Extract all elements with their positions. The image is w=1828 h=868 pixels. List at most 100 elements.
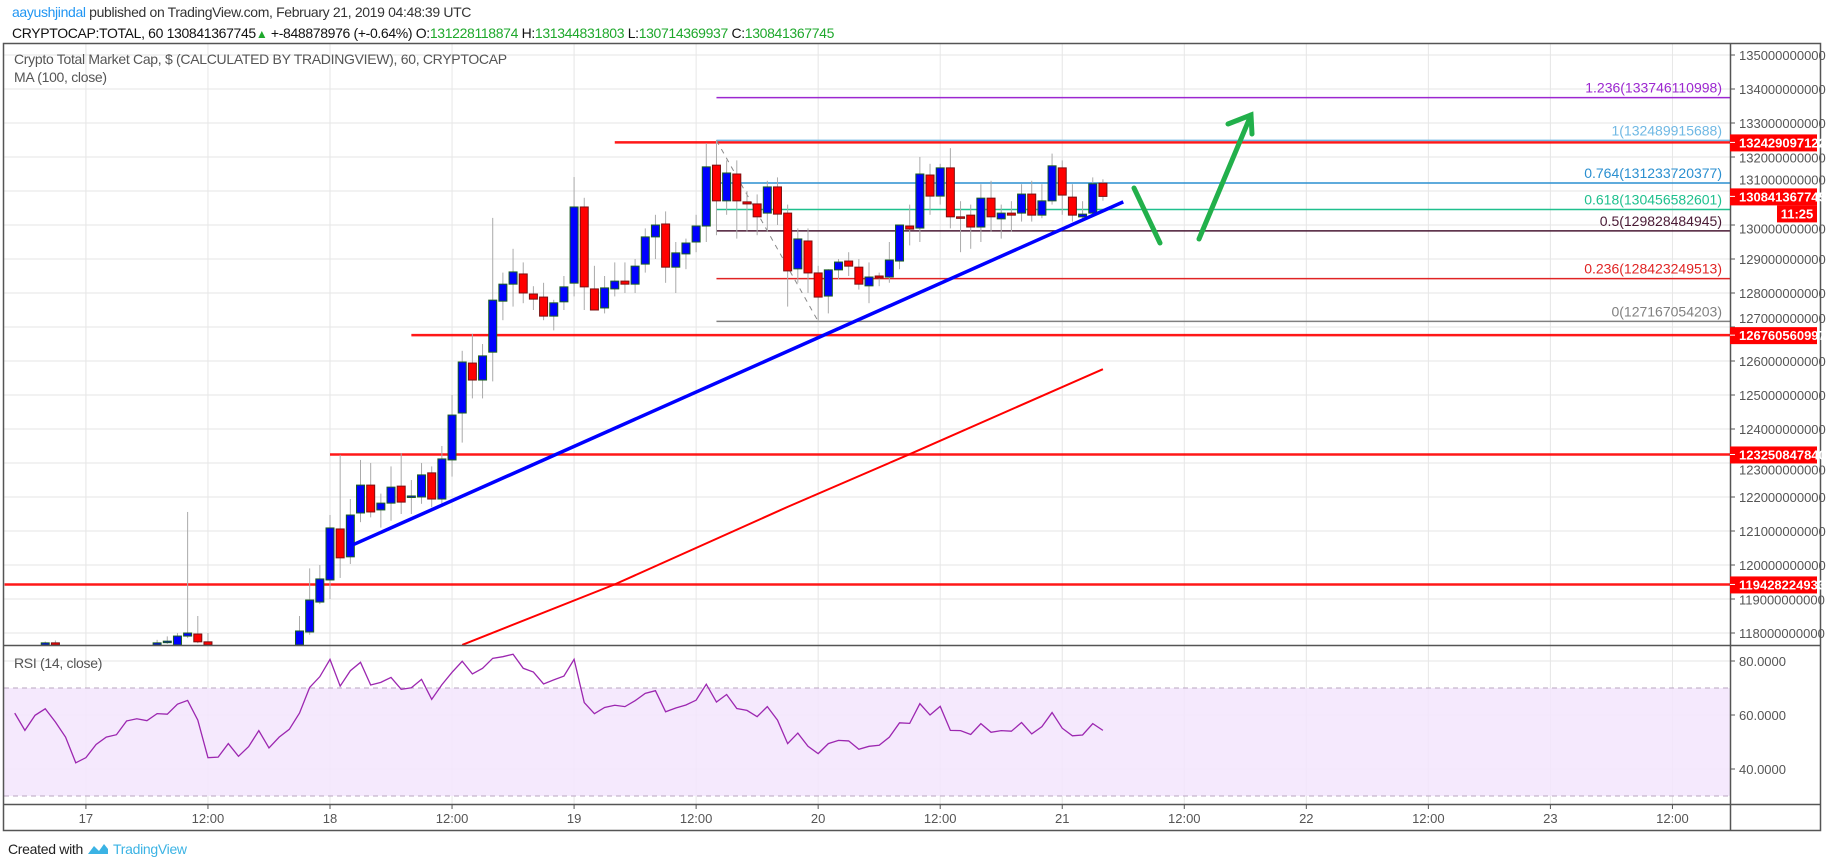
candle[interactable] bbox=[183, 511, 193, 639]
candle[interactable] bbox=[162, 636, 172, 644]
candle[interactable] bbox=[752, 194, 762, 236]
candle-body-up bbox=[681, 242, 691, 255]
candle[interactable] bbox=[569, 177, 579, 297]
created-with-text: Created with bbox=[8, 841, 83, 857]
candle[interactable] bbox=[813, 265, 823, 322]
candle[interactable] bbox=[488, 217, 498, 382]
level-price-badge-bg bbox=[1730, 327, 1817, 345]
blue-trendline[interactable] bbox=[349, 200, 1124, 548]
candle[interactable] bbox=[823, 269, 833, 314]
time-tick-label: 12:00 bbox=[1412, 811, 1445, 826]
candle[interactable] bbox=[1067, 184, 1077, 222]
candle[interactable] bbox=[874, 272, 884, 287]
candle[interactable] bbox=[711, 140, 721, 236]
price-tick-label: 119000000000 bbox=[1739, 592, 1825, 607]
candle[interactable] bbox=[559, 276, 569, 310]
candle[interactable] bbox=[650, 214, 660, 259]
time-tick-label: 19 bbox=[567, 811, 581, 826]
candle[interactable] bbox=[854, 259, 864, 290]
candle[interactable] bbox=[844, 252, 854, 276]
candle[interactable] bbox=[834, 259, 843, 280]
candle[interactable] bbox=[386, 466, 396, 521]
candle[interactable] bbox=[396, 453, 406, 514]
candle[interactable] bbox=[539, 282, 549, 321]
candle-body-down bbox=[783, 212, 793, 272]
candle[interactable] bbox=[1037, 184, 1047, 219]
candle[interactable] bbox=[772, 177, 782, 225]
candle[interactable] bbox=[905, 204, 915, 246]
candle[interactable] bbox=[681, 238, 691, 270]
candle[interactable] bbox=[406, 480, 416, 514]
author-link[interactable]: aayushjindal bbox=[12, 4, 86, 20]
candle[interactable] bbox=[762, 180, 772, 232]
candle[interactable] bbox=[172, 633, 182, 647]
candle[interactable] bbox=[437, 446, 447, 504]
candle[interactable] bbox=[294, 616, 304, 647]
candle[interactable] bbox=[467, 333, 477, 399]
candle[interactable] bbox=[579, 197, 589, 310]
candle[interactable] bbox=[427, 466, 437, 508]
candle[interactable] bbox=[996, 204, 1006, 239]
candle[interactable] bbox=[925, 163, 935, 215]
up-arrow-shaft bbox=[1196, 112, 1254, 242]
candle[interactable] bbox=[620, 262, 630, 293]
tradingview-link[interactable]: TradingView bbox=[113, 841, 187, 857]
candle[interactable] bbox=[630, 259, 640, 293]
candle[interactable] bbox=[1027, 180, 1037, 222]
candle[interactable] bbox=[966, 204, 976, 249]
candle[interactable] bbox=[417, 463, 427, 504]
candle[interactable] bbox=[864, 262, 874, 304]
candle[interactable] bbox=[935, 163, 945, 205]
candle[interactable] bbox=[895, 224, 905, 270]
candle[interactable] bbox=[447, 395, 457, 477]
candle[interactable] bbox=[518, 262, 528, 304]
candle[interactable] bbox=[671, 242, 681, 293]
candle[interactable] bbox=[986, 180, 996, 232]
candle[interactable] bbox=[315, 565, 325, 605]
candle-body-up bbox=[447, 414, 457, 461]
candle[interactable] bbox=[508, 248, 518, 307]
candle[interactable] bbox=[783, 204, 793, 307]
candle[interactable] bbox=[722, 160, 732, 215]
candle-body-up bbox=[1047, 165, 1057, 202]
candle[interactable] bbox=[478, 344, 488, 399]
candle[interactable] bbox=[345, 499, 355, 564]
candle[interactable] bbox=[610, 262, 620, 297]
candle[interactable] bbox=[701, 143, 711, 242]
candle[interactable] bbox=[956, 201, 966, 253]
candle[interactable] bbox=[498, 272, 508, 321]
candle[interactable] bbox=[742, 191, 752, 232]
candle[interactable] bbox=[203, 633, 213, 647]
candle[interactable] bbox=[661, 211, 671, 283]
candle[interactable] bbox=[193, 616, 203, 644]
candle[interactable] bbox=[325, 515, 335, 599]
candle[interactable] bbox=[528, 286, 538, 310]
candle[interactable] bbox=[457, 350, 467, 443]
candle[interactable] bbox=[1088, 177, 1098, 215]
candle[interactable] bbox=[1017, 184, 1027, 222]
candle[interactable] bbox=[691, 214, 701, 253]
candle[interactable] bbox=[803, 228, 813, 293]
candle[interactable] bbox=[356, 459, 366, 523]
candle[interactable] bbox=[376, 493, 386, 528]
candle[interactable] bbox=[335, 454, 345, 578]
candle[interactable] bbox=[976, 184, 986, 242]
candle[interactable] bbox=[305, 568, 315, 635]
candle[interactable] bbox=[549, 299, 559, 331]
candle[interactable] bbox=[945, 148, 955, 229]
candle-body-up bbox=[172, 635, 182, 645]
candle[interactable] bbox=[366, 463, 376, 518]
candle[interactable] bbox=[1098, 179, 1108, 201]
candle[interactable] bbox=[640, 228, 650, 273]
candle[interactable] bbox=[793, 228, 803, 283]
candle[interactable] bbox=[1047, 153, 1057, 205]
candle[interactable] bbox=[1057, 160, 1067, 215]
candle[interactable] bbox=[732, 160, 742, 239]
candle[interactable] bbox=[884, 242, 894, 283]
candle[interactable] bbox=[600, 276, 610, 314]
candle[interactable] bbox=[589, 265, 599, 311]
candle[interactable] bbox=[915, 157, 925, 242]
candle[interactable] bbox=[1006, 201, 1016, 232]
price-tick-label: 124000000000 bbox=[1739, 422, 1826, 437]
